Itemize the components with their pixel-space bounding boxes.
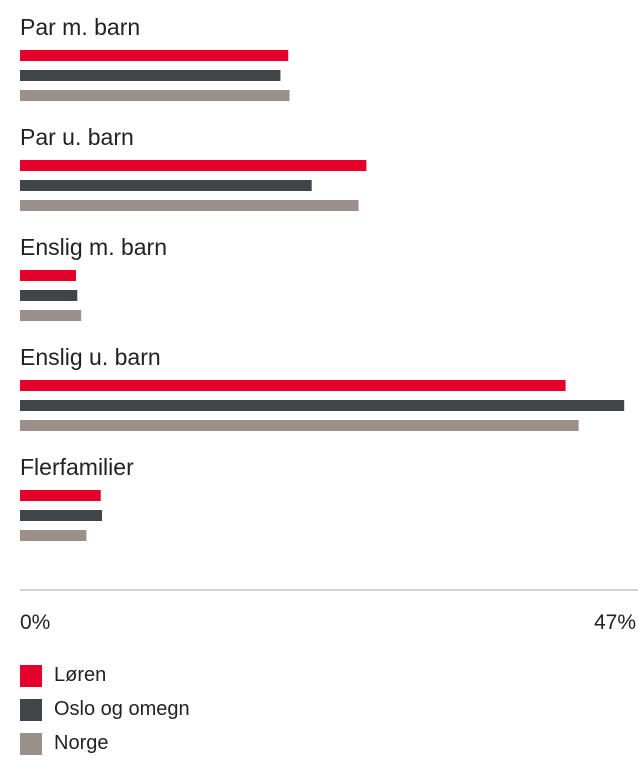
category-label: Flerfamilier [20,454,134,480]
bar-par-u-barn-oslo-og-omegn [20,180,312,191]
x-tick-label-min: 0% [20,611,50,634]
category-group-par-m-barn: Par m. barn [20,14,290,101]
legend-swatch-loren [20,664,42,687]
bar-flerfamilier-norge [20,530,87,541]
bar-enslig-m-barn-loren [20,270,76,281]
bar-flerfamilier-oslo-og-omegn [20,510,103,521]
category-group-enslig-u-barn: Enslig u. barn [20,344,625,431]
legend-label-oslo-og-omegn: Oslo og omegn [54,698,190,720]
bar-enslig-u-barn-oslo-og-omegn [20,400,625,411]
legend-swatch-oslo-og-omegn [20,698,42,721]
legend: Løren Oslo og omegn Norge [20,664,620,766]
legend-item-norge: Norge [20,732,620,755]
bar-par-m-barn-loren [20,50,289,61]
bar-enslig-m-barn-oslo-og-omegn [20,290,78,301]
bar-par-u-barn-norge [20,200,359,211]
category-label: Par m. barn [20,14,140,40]
category-groups: Par m. barn Par u. barn Enslig m. barn Ensl… [20,14,625,541]
bar-par-m-barn-norge [20,90,290,101]
bar-par-u-barn-loren [20,160,367,171]
bar-enslig-u-barn-loren [20,380,566,391]
bar-enslig-u-barn-norge [20,420,579,431]
bar-flerfamilier-loren [20,490,101,501]
x-tick-label-max: 47% [594,611,636,634]
legend-label-norge: Norge [54,732,109,754]
legend-label-loren: Løren [54,664,107,686]
legend-item-loren: Løren [20,664,620,687]
category-label: Enslig m. barn [20,234,167,260]
legend-swatch-norge [20,732,42,755]
bar-par-m-barn-oslo-og-omegn [20,70,281,81]
category-label: Enslig u. barn [20,344,161,370]
category-label: Par u. barn [20,124,134,150]
category-group-par-u-barn: Par u. barn [20,124,367,211]
category-group-enslig-m-barn: Enslig m. barn [20,234,167,321]
legend-item-oslo-og-omegn: Oslo og omegn [20,698,620,721]
bar-enslig-m-barn-norge [20,310,82,321]
category-group-flerfamilier: Flerfamilier [20,454,134,541]
